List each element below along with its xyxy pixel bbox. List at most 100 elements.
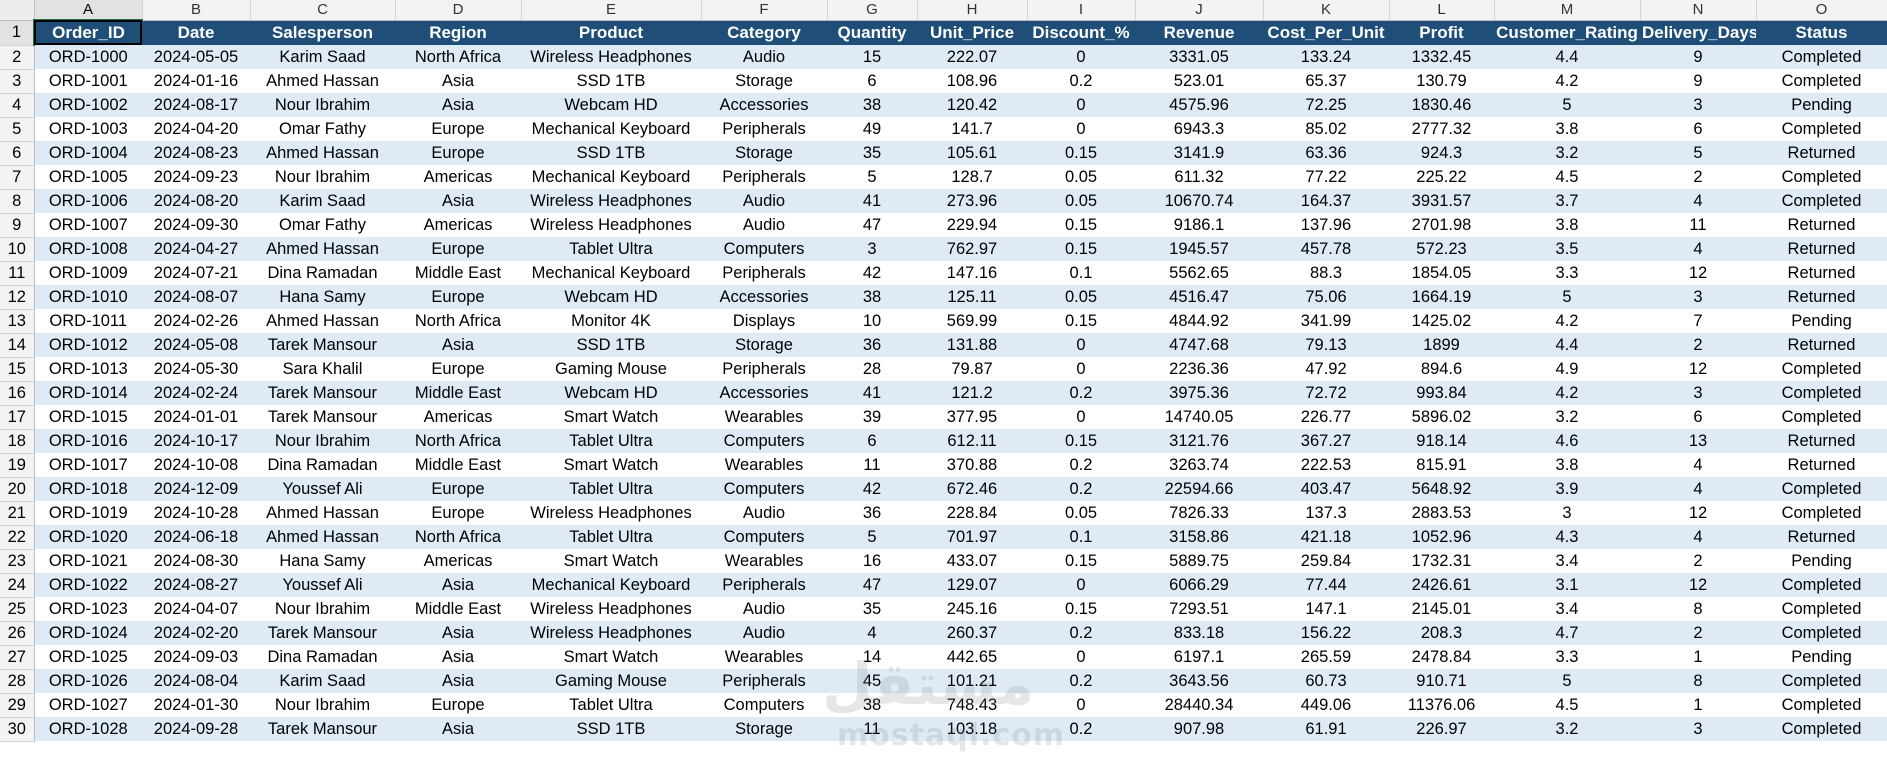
- table-cell[interactable]: Karim Saad: [250, 45, 395, 69]
- table-cell[interactable]: SSD 1TB: [521, 717, 701, 741]
- table-cell[interactable]: 137.96: [1263, 213, 1389, 237]
- table-cell[interactable]: 14740.05: [1135, 405, 1263, 429]
- table-cell[interactable]: Accessories: [701, 285, 827, 309]
- table-cell[interactable]: Pending: [1756, 309, 1887, 333]
- table-cell[interactable]: Asia: [395, 573, 521, 597]
- table-cell[interactable]: 3: [827, 237, 917, 261]
- table-cell[interactable]: 993.84: [1389, 381, 1494, 405]
- table-cell[interactable]: 5: [827, 165, 917, 189]
- table-cell[interactable]: 2024-02-24: [142, 381, 250, 405]
- table-cell[interactable]: 0.15: [1027, 141, 1135, 165]
- table-cell[interactable]: 265.59: [1263, 645, 1389, 669]
- table-cell[interactable]: 611.32: [1135, 165, 1263, 189]
- table-cell[interactable]: Storage: [701, 717, 827, 741]
- table-cell[interactable]: 1854.05: [1389, 261, 1494, 285]
- column-header-c[interactable]: C: [250, 0, 396, 21]
- table-cell[interactable]: 0.2: [1027, 621, 1135, 645]
- header-cell-revenue[interactable]: Revenue: [1135, 20, 1263, 45]
- table-cell[interactable]: 38: [827, 285, 917, 309]
- table-cell[interactable]: Storage: [701, 141, 827, 165]
- table-cell[interactable]: 833.18: [1135, 621, 1263, 645]
- table-cell[interactable]: 7293.51: [1135, 597, 1263, 621]
- table-cell[interactable]: Completed: [1756, 501, 1887, 525]
- row-header[interactable]: 6: [0, 141, 35, 166]
- column-header-i[interactable]: I: [1027, 0, 1136, 21]
- column-header-n[interactable]: N: [1640, 0, 1757, 21]
- table-cell[interactable]: 0.2: [1027, 453, 1135, 477]
- header-cell-quantity[interactable]: Quantity: [827, 20, 917, 45]
- table-cell[interactable]: 0.1: [1027, 525, 1135, 549]
- table-cell[interactable]: Wireless Headphones: [521, 621, 701, 645]
- table-cell[interactable]: Nour Ibrahim: [250, 165, 395, 189]
- table-cell[interactable]: 0.1: [1027, 261, 1135, 285]
- table-cell[interactable]: 88.3: [1263, 261, 1389, 285]
- table-cell[interactable]: 367.27: [1263, 429, 1389, 453]
- table-cell[interactable]: Completed: [1756, 693, 1887, 717]
- table-cell[interactable]: ORD-1000: [34, 45, 142, 69]
- table-cell[interactable]: 6: [1640, 405, 1756, 429]
- table-cell[interactable]: 0.15: [1027, 429, 1135, 453]
- table-cell[interactable]: 2024-08-30: [142, 549, 250, 573]
- table-cell[interactable]: 35: [827, 597, 917, 621]
- column-header-d[interactable]: D: [395, 0, 522, 21]
- table-cell[interactable]: Webcam HD: [521, 381, 701, 405]
- table-cell[interactable]: Computers: [701, 429, 827, 453]
- table-cell[interactable]: 924.3: [1389, 141, 1494, 165]
- table-cell[interactable]: 45: [827, 669, 917, 693]
- table-cell[interactable]: Smart Watch: [521, 453, 701, 477]
- table-cell[interactable]: Completed: [1756, 717, 1887, 741]
- table-cell[interactable]: 2426.61: [1389, 573, 1494, 597]
- table-cell[interactable]: Audio: [701, 501, 827, 525]
- table-cell[interactable]: Americas: [395, 213, 521, 237]
- table-cell[interactable]: 4.9: [1494, 357, 1640, 381]
- table-cell[interactable]: North Africa: [395, 429, 521, 453]
- table-cell[interactable]: 0.2: [1027, 717, 1135, 741]
- table-cell[interactable]: 5: [1494, 285, 1640, 309]
- table-cell[interactable]: 5889.75: [1135, 549, 1263, 573]
- table-cell[interactable]: Americas: [395, 549, 521, 573]
- table-cell[interactable]: 2: [1640, 549, 1756, 573]
- table-cell[interactable]: 4: [827, 621, 917, 645]
- table-cell[interactable]: ORD-1021: [34, 549, 142, 573]
- table-cell[interactable]: 4747.68: [1135, 333, 1263, 357]
- table-cell[interactable]: North Africa: [395, 45, 521, 69]
- table-cell[interactable]: Audio: [701, 597, 827, 621]
- table-cell[interactable]: 226.97: [1389, 717, 1494, 741]
- table-cell[interactable]: 41: [827, 381, 917, 405]
- table-cell[interactable]: Europe: [395, 501, 521, 525]
- table-cell[interactable]: ORD-1012: [34, 333, 142, 357]
- table-cell[interactable]: ORD-1028: [34, 717, 142, 741]
- table-cell[interactable]: 2024-05-30: [142, 357, 250, 381]
- table-cell[interactable]: 1: [1640, 645, 1756, 669]
- table-cell[interactable]: 2024-07-21: [142, 261, 250, 285]
- table-cell[interactable]: 129.07: [917, 573, 1027, 597]
- table-cell[interactable]: ORD-1015: [34, 405, 142, 429]
- table-cell[interactable]: 3158.86: [1135, 525, 1263, 549]
- table-cell[interactable]: 1052.96: [1389, 525, 1494, 549]
- table-cell[interactable]: 137.3: [1263, 501, 1389, 525]
- table-cell[interactable]: Smart Watch: [521, 645, 701, 669]
- table-cell[interactable]: 41: [827, 189, 917, 213]
- table-cell[interactable]: 2024-08-27: [142, 573, 250, 597]
- table-cell[interactable]: Displays: [701, 309, 827, 333]
- table-cell[interactable]: 0.15: [1027, 309, 1135, 333]
- table-cell[interactable]: 2024-04-07: [142, 597, 250, 621]
- table-cell[interactable]: 47: [827, 213, 917, 237]
- column-header-m[interactable]: M: [1494, 0, 1641, 21]
- table-cell[interactable]: 0.2: [1027, 381, 1135, 405]
- row-header[interactable]: 17: [0, 405, 35, 430]
- table-cell[interactable]: 0: [1027, 645, 1135, 669]
- table-cell[interactable]: 61.91: [1263, 717, 1389, 741]
- table-cell[interactable]: ORD-1007: [34, 213, 142, 237]
- table-cell[interactable]: 121.2: [917, 381, 1027, 405]
- table-cell[interactable]: 3263.74: [1135, 453, 1263, 477]
- table-cell[interactable]: Tarek Mansour: [250, 621, 395, 645]
- table-cell[interactable]: 125.11: [917, 285, 1027, 309]
- table-cell[interactable]: Europe: [395, 237, 521, 261]
- table-cell[interactable]: 2024-09-30: [142, 213, 250, 237]
- table-cell[interactable]: 4.2: [1494, 69, 1640, 93]
- table-cell[interactable]: 6197.1: [1135, 645, 1263, 669]
- row-header[interactable]: 27: [0, 645, 35, 670]
- row-header[interactable]: 20: [0, 477, 35, 502]
- table-cell[interactable]: 5648.92: [1389, 477, 1494, 501]
